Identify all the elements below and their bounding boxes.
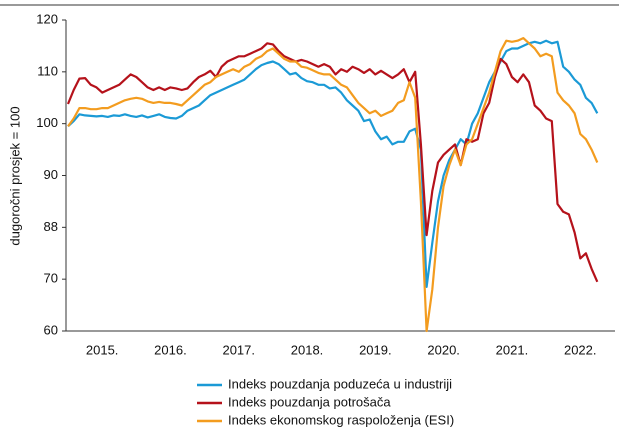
y-tick-label: 110 [37, 63, 58, 78]
series-line [67, 37, 599, 333]
x-tick-label: 2020. [427, 342, 460, 357]
y-axis-label: dugoročni prosjek = 100 [7, 106, 22, 245]
legend-label: Indeks pouzdanja potrošača [228, 394, 391, 409]
legend-label: Indeks ekonomskog raspoloženja (ESI) [228, 412, 454, 427]
x-tick-label: 2021. [496, 342, 529, 357]
y-tick-label: 120 [36, 11, 58, 26]
x-tick-label: 2018. [291, 342, 324, 357]
series-line [66, 42, 599, 283]
y-tick-label: 60 [44, 322, 58, 337]
y-tick-label: 90 [44, 167, 58, 182]
y-tick-label: 100 [36, 115, 58, 130]
legend-label: Indeks pouzdanja poduzeća u industriji [228, 376, 452, 391]
series-line [67, 39, 599, 288]
x-tick-label: 2015. [86, 342, 119, 357]
x-tick-label: 2019. [359, 342, 392, 357]
y-tick-label: 70 [44, 271, 58, 286]
x-tick-label: 2017. [222, 342, 255, 357]
y-tick-label: 88 [44, 219, 58, 234]
x-tick-label: 2022. [564, 342, 597, 357]
x-tick-label: 2016. [154, 342, 187, 357]
